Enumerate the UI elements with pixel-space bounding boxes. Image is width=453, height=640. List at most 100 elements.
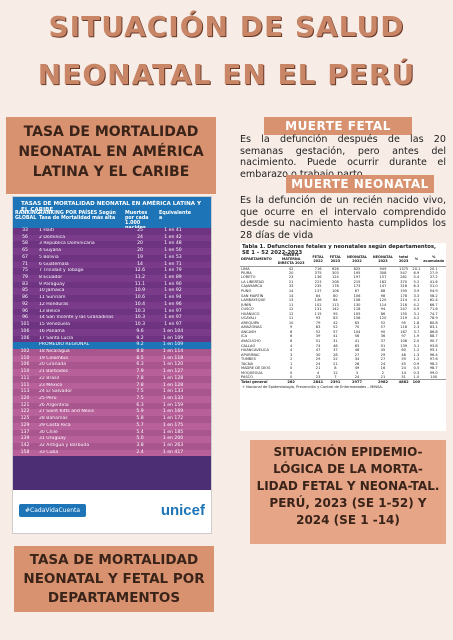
- ranking-cell: 8.5: [136, 355, 144, 361]
- table-cell: 147: [379, 284, 387, 289]
- ranking-row: 137 30 Chile 5.4 1 en 185: [13, 429, 211, 437]
- table-cell: 12: [288, 307, 294, 312]
- table-cell: 84: [333, 298, 338, 303]
- ranking-cell: 1 en 133: [162, 389, 184, 395]
- ranking-cell: 6 Guatemala: [39, 261, 69, 267]
- table-cell: 37: [380, 339, 386, 344]
- table-cell: 21: [333, 361, 338, 366]
- table-cell: HUANCAVELICA: [241, 348, 269, 353]
- ranking-cell: 1 en 118: [162, 355, 184, 361]
- ranking-cell: 1 en 79: [164, 268, 182, 274]
- table-cell: 93: [315, 316, 321, 321]
- table-row: AMAZONAS 9 83 52 70 57 118 2.3 83.1: [240, 325, 446, 330]
- table-cell: 303: [331, 270, 339, 275]
- ranking-cell: 9 Paraguay: [39, 281, 65, 287]
- table-cell: 247: [400, 307, 408, 312]
- unicef-logo: unicef: [160, 501, 205, 519]
- table-cell: 42: [333, 320, 338, 325]
- table-cell: 51: [401, 375, 406, 380]
- table-cell: 173: [353, 284, 361, 289]
- table-cell: 60: [401, 348, 406, 353]
- ranking-cell: 1 en 41: [164, 228, 182, 233]
- ranking-row: 121 26 Argentina 6.3 1 en 159: [13, 402, 211, 410]
- ranking-cell: 111: [20, 382, 30, 388]
- table-cell: AREQUIPA: [241, 320, 260, 325]
- table-row: ANCASH 8 52 57 104 90 187 3.7 86.8: [240, 330, 446, 335]
- table-cell: 218: [400, 302, 408, 307]
- regional-average-row: PROMEDIO REGIONAL 9.2 1 en 109: [13, 342, 211, 349]
- ranking-cell: 24 El Salvador: [39, 389, 73, 395]
- table-cell: 370: [400, 279, 408, 284]
- table-row: HUANCAVELICA 4 47 37 46 45 60 1.2 95.1: [240, 348, 446, 353]
- table-cell: 27: [354, 352, 360, 357]
- table-cell: CUSCO: [241, 307, 254, 312]
- table-cell: 83.1: [429, 325, 438, 330]
- ranking-cell: 3.8: [136, 443, 144, 448]
- table-cell: 1.2: [413, 357, 420, 362]
- ranking-cell: 30 Chile: [39, 429, 58, 435]
- ranking-cell: 1 en 114: [162, 348, 184, 354]
- ranking-row: 58 3 República Dominicana 20 1 en 48: [13, 241, 211, 249]
- table-cell: 14: [288, 293, 294, 298]
- table-cell: 825: [353, 266, 361, 271]
- table-cell: 124: [331, 275, 339, 280]
- ranking-cell: 139: [20, 436, 30, 442]
- table-cell: 51.0: [429, 284, 438, 289]
- table-cell: 219: [400, 316, 408, 321]
- ranking-cell: 129: [20, 422, 30, 428]
- table-cell: 3: [289, 352, 293, 357]
- ranking-cell: 1 en 53: [164, 254, 182, 260]
- table-header-cell: FETAL 2023: [326, 252, 345, 267]
- ranking-cell: 31 Uruguay: [39, 436, 66, 442]
- ranking-cell: 20 Granada: [39, 362, 67, 368]
- table-cell: 195: [353, 270, 361, 275]
- table-cell: 45: [380, 348, 386, 353]
- table-cell: 0: [289, 375, 293, 380]
- ranking-cell: 85: [22, 288, 28, 294]
- table-cell: 79: [315, 320, 321, 325]
- table-total-cell: 2391: [326, 379, 345, 385]
- table-row: AREQUIPA 10 79 42 63 52 95 1.8 80.8: [240, 321, 446, 326]
- ranking-cell: 125: [20, 416, 30, 422]
- table-cell: 90: [380, 329, 386, 334]
- ranking-cell: 9.6: [136, 328, 144, 334]
- table-cell: 41: [354, 339, 360, 344]
- ranking-cell: 22 Brasil: [39, 375, 60, 381]
- table-cell: 104: [353, 329, 361, 334]
- table-cell: 1.2: [413, 348, 420, 353]
- table-cell: 108: [400, 339, 408, 344]
- table-cell: 4.1: [413, 298, 420, 303]
- table-cell: LAMBAYEQUE: [241, 298, 266, 303]
- table-cell: 90.7: [429, 339, 438, 344]
- table-total-cell: 100: [411, 379, 422, 385]
- table-row: UCAYALI 11 93 83 158 120 219 4.2 78.9: [240, 316, 446, 321]
- unicef-column-headers: RANKING GLOBAL RANKING POR PAÍSES Según …: [13, 210, 211, 241]
- ranking-cell: 11 Surinam: [39, 295, 66, 301]
- ranking-cell: 5.0: [136, 436, 144, 442]
- table-total-cell: 4882: [395, 379, 412, 385]
- table-cell: 11: [288, 302, 294, 307]
- table-cell: 0.3: [413, 370, 420, 375]
- ranking-cell: 110: [20, 369, 30, 375]
- ranking-cell: 1 en 89: [164, 275, 182, 281]
- table-cell: 11: [288, 316, 294, 321]
- table-cell: 4.2: [413, 316, 420, 321]
- ranking-cell: 8 Ecuador: [39, 275, 63, 281]
- ranking-cell: 1 en 96: [164, 301, 182, 307]
- table-row: LIMA 42 716 626 825 949 1375 20.1 20.1: [240, 266, 446, 271]
- ranking-cell: 106: [20, 335, 30, 341]
- ranking-row: 125 28 Bahamas 5.8 1 en 172: [13, 416, 211, 423]
- ranking-cell: 101: [20, 322, 30, 328]
- ranking-cell: 67: [22, 254, 28, 260]
- table-cell: 12: [333, 370, 338, 375]
- ranking-cell: 7.9: [136, 369, 144, 375]
- table-cell: 31: [333, 339, 338, 344]
- departments-table-panel: Tabla 1. Defunciones fetales y neonatale…: [240, 243, 446, 431]
- table-cell: 37: [333, 348, 338, 353]
- table-cell: 155: [400, 311, 408, 316]
- title-line-2: NEONATAL EN EL PERÚ: [37, 58, 416, 91]
- table-cell: 102: [314, 302, 322, 307]
- ranking-row: 75 7 Trinidad y Tobago 12.6 1 en 79: [13, 268, 211, 276]
- table-cell: 23: [315, 375, 321, 380]
- table-cell: 4: [316, 370, 320, 375]
